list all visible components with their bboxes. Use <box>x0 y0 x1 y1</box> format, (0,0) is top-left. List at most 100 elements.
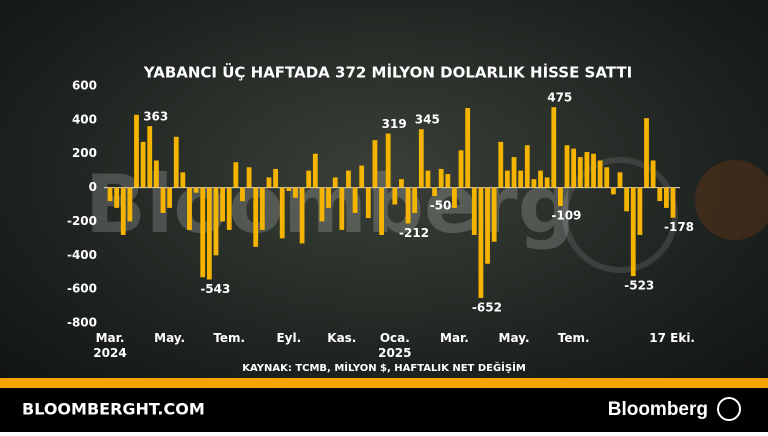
bar <box>624 187 630 212</box>
bar <box>438 168 444 188</box>
x-tick-label: May. <box>154 331 185 345</box>
y-tick-label: -400 <box>67 248 97 262</box>
bar <box>591 153 596 188</box>
bar <box>538 170 543 188</box>
x-tick-label: May. <box>499 331 530 345</box>
bar <box>365 187 371 219</box>
bar <box>266 177 272 188</box>
bar <box>213 187 219 256</box>
bar <box>392 187 398 205</box>
bar <box>173 136 179 188</box>
bar <box>644 118 649 188</box>
bar <box>379 187 384 235</box>
y-tick-label: -200 <box>67 214 97 228</box>
bar <box>359 165 365 188</box>
footer-site: BLOOMBERGHT.COM <box>22 400 205 419</box>
bar <box>153 160 159 188</box>
bar <box>259 187 265 230</box>
x-tick-label: Eyl. <box>276 331 301 345</box>
bar <box>637 187 643 235</box>
bar <box>617 172 623 188</box>
bar <box>200 187 206 278</box>
bar <box>452 187 457 208</box>
bar <box>240 187 245 202</box>
bar <box>445 174 451 188</box>
bar <box>670 187 676 218</box>
bar <box>180 172 186 188</box>
bar <box>558 187 563 207</box>
bar <box>253 187 259 247</box>
bar <box>299 187 305 244</box>
data-label: -652 <box>472 300 502 314</box>
bar <box>458 150 464 188</box>
bar <box>220 187 225 222</box>
bar <box>405 187 411 224</box>
y-tick-label: 400 <box>72 112 97 126</box>
x-tick-label: Tem. <box>213 331 245 345</box>
bar <box>505 170 510 188</box>
bar <box>425 170 431 188</box>
y-tick-label: -800 <box>67 316 97 330</box>
bar <box>604 167 610 188</box>
bar <box>372 140 378 188</box>
bar <box>233 162 239 188</box>
data-label: -543 <box>200 282 230 296</box>
bar <box>650 160 656 188</box>
bar <box>147 126 153 188</box>
x-tick-label: Kas. <box>327 331 356 345</box>
bar <box>412 187 418 213</box>
footer-logo <box>717 397 741 421</box>
bar <box>498 141 504 188</box>
bar <box>134 114 139 188</box>
bar <box>551 107 557 188</box>
bar <box>226 187 232 230</box>
bar <box>597 160 603 188</box>
x-tick-label: Tem. <box>558 331 590 345</box>
footer-stripe <box>0 378 768 388</box>
bar <box>630 187 636 277</box>
data-label: -523 <box>624 279 654 293</box>
bar <box>167 187 173 208</box>
bar <box>418 129 424 188</box>
bar <box>577 157 583 188</box>
bar <box>491 187 497 242</box>
bar <box>564 145 570 188</box>
data-label: 345 <box>415 113 440 127</box>
bar <box>107 187 113 202</box>
bar <box>352 187 358 213</box>
bar <box>206 187 212 280</box>
x-tick-label: Mar. <box>440 331 469 345</box>
bar <box>432 187 437 197</box>
bar <box>511 157 517 188</box>
footer-bar <box>0 388 768 432</box>
bar <box>571 148 577 188</box>
y-tick-label: 600 <box>72 79 97 93</box>
bar <box>610 187 616 195</box>
bar <box>657 187 663 202</box>
bar <box>518 170 524 188</box>
data-label: 363 <box>143 110 168 124</box>
bar <box>663 187 669 208</box>
bar <box>319 187 325 222</box>
bar <box>246 167 252 188</box>
bar <box>465 108 471 188</box>
bar <box>524 145 530 188</box>
bar <box>187 187 192 230</box>
data-label: -178 <box>664 220 694 234</box>
bar <box>339 187 345 230</box>
x-tick-label: Oca. 2025 <box>378 331 411 360</box>
bar <box>286 187 292 191</box>
y-tick-label: 0 <box>89 180 97 194</box>
data-label: 475 <box>547 91 572 105</box>
bar <box>399 179 404 188</box>
bar <box>114 187 120 208</box>
x-tick-label: 17 Eki. <box>649 331 695 345</box>
data-label: -50 <box>430 199 452 213</box>
chart-title: YABANCI ÜÇ HAFTADA 372 MİLYON DOLARLIK H… <box>143 63 632 82</box>
bar <box>346 170 351 188</box>
bar <box>544 177 550 188</box>
bar <box>312 153 318 188</box>
data-label: 319 <box>382 117 407 131</box>
source: KAYNAK: TCMB, MİLYON $, HAFTALIK NET DEĞ… <box>242 360 526 374</box>
